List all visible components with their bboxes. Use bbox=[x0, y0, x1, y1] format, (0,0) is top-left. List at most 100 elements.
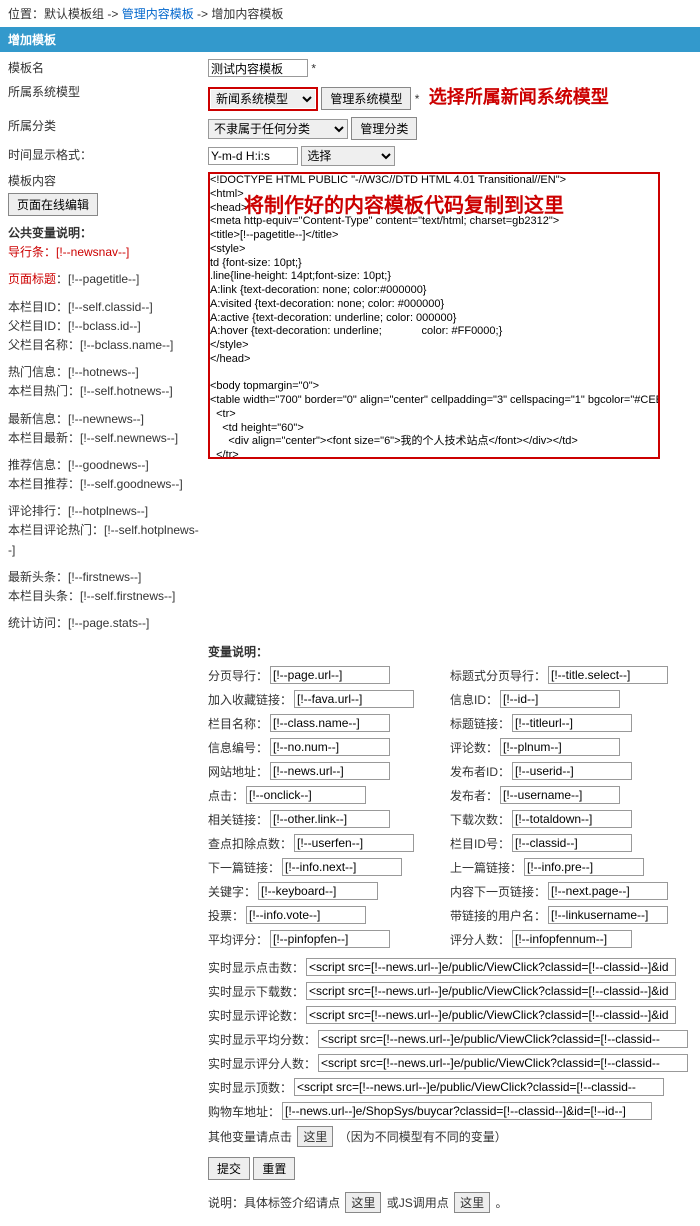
timeformat-input[interactable] bbox=[208, 147, 298, 165]
var-value-input[interactable] bbox=[318, 1054, 688, 1072]
var-key: 平均评分： bbox=[208, 931, 268, 948]
var-firstnews: 最新头条：[!--firstnews--] bbox=[8, 568, 200, 587]
othervars-suffix: （因为不同模型有不同的变量） bbox=[339, 1130, 507, 1144]
var-value-input[interactable] bbox=[548, 882, 668, 900]
var-value-input[interactable] bbox=[270, 666, 390, 684]
var-value-input[interactable] bbox=[246, 786, 366, 804]
var-key: 发布者ID： bbox=[450, 763, 510, 780]
var-key: 信息编号： bbox=[208, 739, 268, 756]
var-value-input[interactable] bbox=[246, 906, 366, 924]
sysmodel-select[interactable]: 新闻系统模型 bbox=[211, 90, 315, 108]
var-value-input[interactable] bbox=[270, 762, 390, 780]
online-edit-button[interactable] bbox=[8, 193, 98, 216]
var-key: 关键字： bbox=[208, 883, 256, 900]
othervars-button[interactable]: 这里 bbox=[297, 1126, 333, 1147]
var-key: 购物车地址： bbox=[208, 1103, 280, 1120]
var-value-input[interactable] bbox=[294, 1078, 664, 1096]
var-value-input[interactable] bbox=[270, 930, 390, 948]
var-key: 标题链接： bbox=[450, 715, 510, 732]
var-value-input[interactable] bbox=[512, 930, 632, 948]
var-selffirstnews: 本栏目头条：[!--self.firstnews--] bbox=[8, 587, 200, 606]
var-pagetitle-v: ：[!--pagetitle--] bbox=[56, 272, 139, 286]
var-nav: 导行条：[!--newsnav--] bbox=[8, 243, 200, 262]
var-value-input[interactable] bbox=[270, 714, 390, 732]
pubvars-header: 公共变量说明： bbox=[8, 224, 200, 243]
var-key: 内容下一页链接： bbox=[450, 883, 546, 900]
var-key: 栏目名称： bbox=[208, 715, 268, 732]
var-value-input[interactable] bbox=[306, 958, 676, 976]
var-selfgoodnews: 本栏目推荐：[!--self.goodnews--] bbox=[8, 475, 200, 494]
var-selfhotnews: 本栏目热门：[!--self.hotnews--] bbox=[8, 382, 200, 401]
var-value-input[interactable] bbox=[512, 762, 632, 780]
desc-prefix: 说明：具体标签介绍请点 bbox=[208, 1196, 340, 1210]
var-value-input[interactable] bbox=[512, 810, 632, 828]
category-select[interactable]: 不隶属于任何分类 bbox=[208, 119, 348, 139]
var-value-input[interactable] bbox=[282, 858, 402, 876]
manage-category-button[interactable] bbox=[351, 117, 417, 140]
var-value-input[interactable] bbox=[270, 738, 390, 756]
var-key: 信息ID： bbox=[450, 691, 498, 708]
var-value-input[interactable] bbox=[306, 982, 676, 1000]
category-label: 所属分类 bbox=[4, 114, 204, 143]
var-key: 栏目ID号： bbox=[450, 835, 510, 852]
var-goodnews: 推荐信息：[!--goodnews--] bbox=[8, 456, 200, 475]
var-selfnewnews: 本栏目最新：[!--self.newnews--] bbox=[8, 429, 200, 448]
var-value-input[interactable] bbox=[306, 1006, 676, 1024]
desc-here2[interactable]: 这里 bbox=[454, 1192, 490, 1213]
content-label: 模板内容 bbox=[8, 172, 200, 189]
manage-sysmodel-button[interactable] bbox=[321, 87, 411, 110]
timeformat-label: 时间显示格式： bbox=[4, 143, 204, 169]
var-selfhotplnews: 本栏目评论热门：[!--self.hotplnews--] bbox=[8, 521, 200, 559]
var-value-input[interactable] bbox=[294, 834, 414, 852]
var-value-input[interactable] bbox=[294, 690, 414, 708]
var-value-input[interactable] bbox=[500, 690, 620, 708]
var-hotplnews: 评论排行：[!--hotplnews--] bbox=[8, 502, 200, 521]
var-key: 实时显示下载数： bbox=[208, 983, 304, 1000]
var-value-input[interactable] bbox=[258, 882, 378, 900]
panel-header: 增加模板 bbox=[0, 27, 700, 52]
var-key: 实时显示点击数： bbox=[208, 959, 304, 976]
reset-button[interactable] bbox=[253, 1157, 295, 1180]
var-key: 点击： bbox=[208, 787, 244, 804]
tplname-input[interactable] bbox=[208, 59, 308, 77]
var-key: 评分人数： bbox=[450, 931, 510, 948]
var-value-input[interactable] bbox=[548, 666, 668, 684]
var-key: 下一篇链接： bbox=[208, 859, 280, 876]
desc-here1[interactable]: 这里 bbox=[345, 1192, 381, 1213]
bc-prefix: 位置： bbox=[8, 7, 44, 21]
bc-link-manage[interactable]: 管理内容模板 bbox=[122, 7, 194, 21]
var-pagetitle-k: 页面标题 bbox=[8, 272, 56, 286]
tplname-label: 模板名 bbox=[4, 56, 204, 80]
var-key: 评论数： bbox=[450, 739, 498, 756]
var-key: 实时显示评论数： bbox=[208, 1007, 304, 1024]
submit-button[interactable] bbox=[208, 1157, 250, 1180]
var-value-input[interactable] bbox=[512, 714, 632, 732]
var-key: 下载次数： bbox=[450, 811, 510, 828]
var-selfclassid: 本栏目ID：[!--self.classid--] bbox=[8, 298, 200, 317]
var-newnews: 最新信息：[!--newnews--] bbox=[8, 410, 200, 429]
var-key: 实时显示顶数： bbox=[208, 1079, 292, 1096]
var-value-input[interactable] bbox=[270, 810, 390, 828]
var-value-input[interactable] bbox=[500, 786, 620, 804]
var-value-input[interactable] bbox=[512, 834, 632, 852]
var-value-input[interactable] bbox=[282, 1102, 652, 1120]
varsection-title: 变量说明： bbox=[208, 643, 692, 660]
template-code-textarea[interactable] bbox=[208, 172, 660, 459]
var-key: 查点扣除点数： bbox=[208, 835, 292, 852]
var-key: 网站地址： bbox=[208, 763, 268, 780]
bc-item3: 增加内容模板 bbox=[211, 7, 283, 21]
var-key: 发布者： bbox=[450, 787, 498, 804]
var-key: 分页导行： bbox=[208, 667, 268, 684]
var-bclassname: 父栏目名称：[!--bclass.name--] bbox=[8, 336, 200, 355]
sysmodel-annot: 选择所属新闻系统模型 bbox=[429, 87, 609, 107]
var-key: 相关链接： bbox=[208, 811, 268, 828]
var-value-input[interactable] bbox=[524, 858, 644, 876]
var-value-input[interactable] bbox=[318, 1030, 688, 1048]
timeformat-select[interactable]: 选择 bbox=[301, 146, 395, 166]
var-value-input[interactable] bbox=[500, 738, 620, 756]
var-key: 投票： bbox=[208, 907, 244, 924]
var-bclassid: 父栏目ID：[!--bclass.id--] bbox=[8, 317, 200, 336]
var-key: 实时显示评分人数： bbox=[208, 1055, 316, 1072]
othervars-text: 其他变量请点击 bbox=[208, 1130, 292, 1144]
var-value-input[interactable] bbox=[548, 906, 668, 924]
